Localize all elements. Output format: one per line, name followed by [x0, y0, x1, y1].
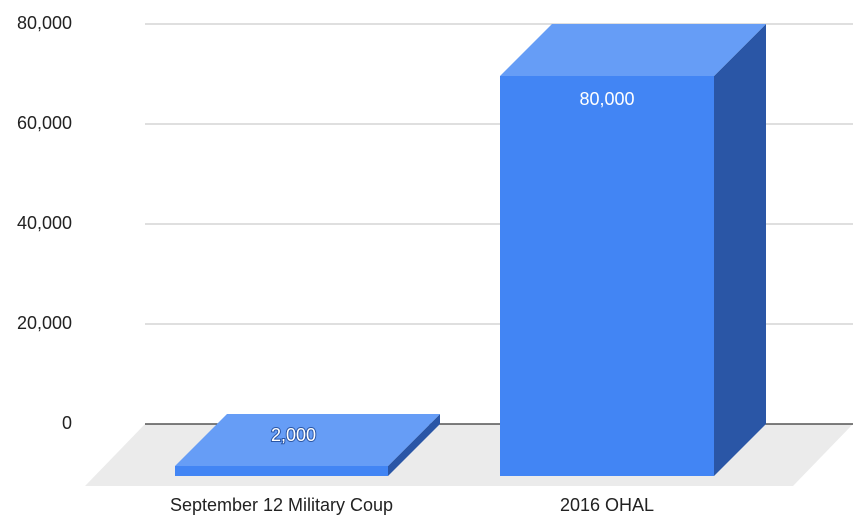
bar: [175, 466, 388, 476]
y-tick-label: 20,000: [17, 313, 72, 333]
bar-side: [714, 24, 766, 476]
y-tick-label: 0: [62, 413, 72, 433]
bar: [500, 76, 714, 476]
y-tick-label: 60,000: [17, 113, 72, 133]
data-label: 2,000: [271, 425, 316, 445]
x-tick-label: 2016 OHAL: [560, 495, 654, 515]
x-tick-label: September 12 Military Coup: [170, 495, 393, 515]
bar-top: [500, 24, 766, 76]
data-label: 80,000: [579, 89, 634, 109]
bar-side: [388, 414, 440, 476]
y-tick-label: 80,000: [17, 13, 72, 33]
y-tick-label: 40,000: [17, 213, 72, 233]
bar-top: [175, 414, 440, 466]
